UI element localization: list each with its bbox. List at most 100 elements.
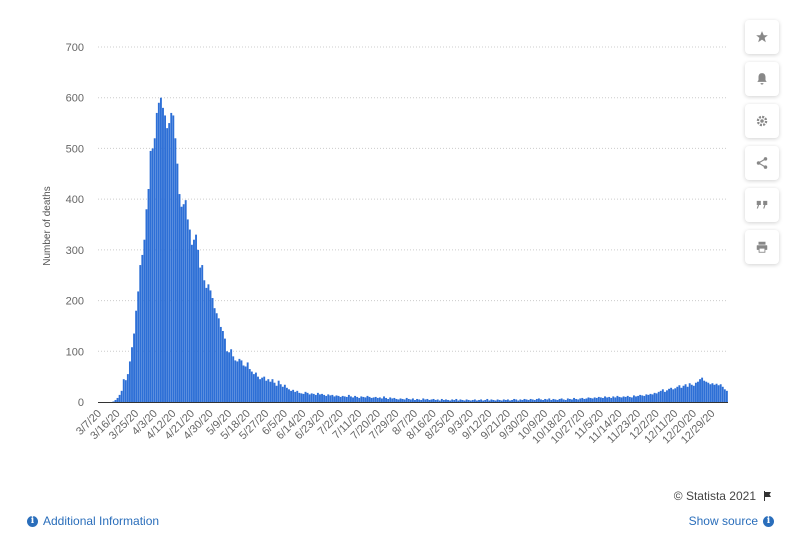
bar bbox=[488, 400, 491, 402]
bar bbox=[585, 398, 588, 402]
bar bbox=[126, 374, 129, 402]
bar bbox=[715, 383, 718, 402]
bar bbox=[335, 395, 338, 402]
bar bbox=[651, 394, 654, 402]
gear-icon bbox=[756, 115, 768, 127]
bar bbox=[246, 362, 249, 402]
bar bbox=[290, 390, 292, 402]
bar bbox=[337, 395, 340, 402]
bar bbox=[614, 397, 617, 402]
additional-information-label: Additional Information bbox=[43, 514, 160, 528]
bar bbox=[364, 397, 367, 402]
bar bbox=[288, 389, 290, 402]
bar bbox=[248, 369, 251, 402]
bar bbox=[484, 399, 487, 402]
bar bbox=[339, 396, 342, 402]
bar bbox=[201, 265, 204, 402]
y-tick-label: 500 bbox=[66, 143, 84, 155]
bar bbox=[323, 394, 326, 402]
bar bbox=[525, 399, 528, 402]
show-source-label: Show source bbox=[688, 514, 758, 528]
bar bbox=[680, 387, 683, 402]
bar bbox=[449, 400, 452, 402]
bar bbox=[682, 385, 685, 402]
bar bbox=[461, 399, 464, 402]
y-tick-label: 100 bbox=[66, 346, 84, 358]
bar bbox=[486, 398, 489, 402]
favorite-button[interactable] bbox=[745, 20, 779, 54]
bar bbox=[341, 395, 344, 402]
bar bbox=[265, 380, 268, 402]
y-axis-title: Number of deaths bbox=[42, 186, 53, 266]
bar bbox=[632, 395, 635, 402]
bar bbox=[668, 388, 670, 402]
bar bbox=[482, 400, 485, 402]
bar bbox=[325, 395, 328, 402]
bar bbox=[595, 397, 598, 402]
bar bbox=[279, 384, 282, 402]
bar bbox=[205, 287, 208, 402]
bar bbox=[552, 398, 555, 402]
bar bbox=[663, 391, 666, 402]
bar bbox=[137, 291, 140, 402]
bar bbox=[690, 384, 693, 402]
bar bbox=[471, 399, 474, 402]
bar bbox=[240, 360, 243, 402]
bar bbox=[116, 397, 119, 402]
bar bbox=[219, 326, 222, 402]
bar bbox=[517, 400, 520, 402]
bar bbox=[203, 280, 206, 402]
flag-icon[interactable] bbox=[762, 490, 774, 502]
bar bbox=[492, 399, 495, 402]
bar bbox=[523, 398, 526, 402]
bar bbox=[705, 381, 708, 402]
bar bbox=[579, 398, 582, 402]
bar bbox=[672, 389, 675, 402]
bar bbox=[306, 392, 309, 402]
bar bbox=[469, 400, 472, 402]
bar bbox=[347, 394, 350, 402]
bar bbox=[362, 396, 365, 402]
bar bbox=[562, 399, 565, 402]
bar bbox=[527, 399, 530, 402]
y-tick-label: 300 bbox=[66, 245, 84, 257]
bar bbox=[494, 400, 497, 402]
bar bbox=[701, 377, 704, 402]
bar bbox=[159, 97, 162, 403]
bar bbox=[153, 138, 156, 403]
bar bbox=[515, 399, 518, 402]
bar bbox=[370, 397, 373, 402]
bar bbox=[535, 398, 538, 402]
bar bbox=[666, 390, 668, 402]
notification-button[interactable] bbox=[745, 62, 779, 96]
x-tick-labels: 3/7/203/16/203/25/204/3/204/12/204/21/20… bbox=[74, 408, 718, 447]
bar bbox=[440, 398, 443, 402]
bar bbox=[688, 383, 691, 402]
cite-button[interactable] bbox=[745, 188, 779, 222]
bar bbox=[432, 398, 435, 402]
bar bbox=[139, 265, 142, 402]
bar bbox=[133, 333, 136, 402]
bar bbox=[118, 394, 121, 402]
bar bbox=[360, 396, 363, 402]
bar bbox=[162, 107, 164, 403]
bar bbox=[170, 112, 173, 403]
bar bbox=[244, 366, 247, 402]
bar bbox=[356, 396, 359, 402]
additional-information-link[interactable]: i Additional Information bbox=[27, 514, 159, 528]
settings-button[interactable] bbox=[745, 104, 779, 138]
bar bbox=[294, 391, 297, 402]
share-button[interactable] bbox=[745, 146, 779, 180]
bar bbox=[236, 361, 239, 402]
bar bbox=[480, 399, 483, 402]
bar bbox=[548, 398, 551, 402]
show-source-link[interactable]: Show source i bbox=[689, 514, 774, 528]
bar bbox=[124, 380, 127, 402]
bar bbox=[641, 395, 644, 402]
bar bbox=[168, 123, 171, 402]
bar bbox=[511, 399, 514, 402]
y-tick-labels: 0 100 200 300 400 500 600 700 bbox=[66, 42, 84, 409]
bar bbox=[343, 396, 346, 402]
bar bbox=[228, 352, 231, 402]
print-button[interactable] bbox=[745, 230, 779, 264]
